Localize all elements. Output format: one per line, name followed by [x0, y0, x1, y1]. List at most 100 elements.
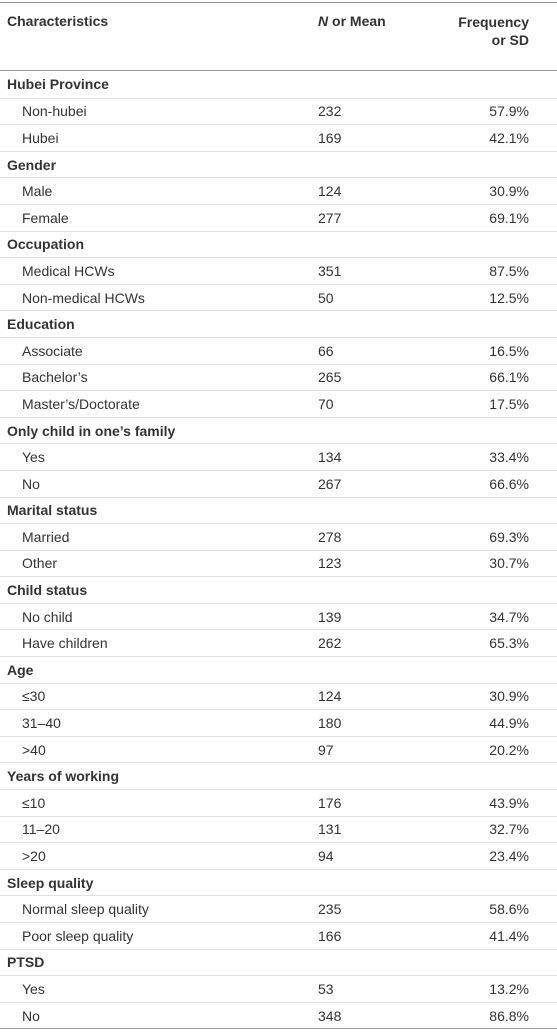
- section-row: Occupation: [0, 230, 557, 258]
- section-row: Education: [0, 310, 557, 337]
- row-n: 134: [318, 449, 342, 466]
- data-row: >20 94 23.4%: [0, 842, 557, 869]
- data-row: 11–20 131 32.7%: [0, 815, 557, 843]
- section-title: Child status: [7, 582, 88, 599]
- section-title: Only child in one’s family: [7, 422, 176, 439]
- data-row: Associate 66 16.5%: [0, 336, 557, 364]
- row-label: No: [22, 1007, 40, 1024]
- data-row: Have children 262 65.3%: [0, 629, 557, 656]
- data-row: Master’s/Doctorate 70 17.5%: [0, 390, 557, 417]
- table-header: Characteristics N or Mean Frequency or S…: [0, 3, 557, 71]
- row-frequency: 66.1%: [489, 369, 529, 386]
- data-row: ≤30 124 30.9%: [0, 682, 557, 710]
- table-body: Hubei Province Non-hubei 232 57.9% Hubei 169 4…: [0, 71, 557, 1028]
- row-frequency: 20.2%: [489, 741, 529, 758]
- row-frequency: 23.4%: [489, 848, 529, 865]
- section-title: Years of working: [7, 768, 120, 785]
- data-row: Non-medical HCWs 50 12.5%: [0, 283, 557, 311]
- section-row: Age: [0, 656, 557, 683]
- row-label: Yes: [22, 980, 45, 997]
- header-cell: Frequency or SD: [458, 14, 529, 48]
- section-row: Marital status: [0, 496, 557, 524]
- data-row: 31–40 180 44.9%: [0, 709, 557, 736]
- row-label: Associate: [22, 342, 83, 359]
- row-label: >20: [22, 848, 46, 865]
- row-n: 235: [318, 901, 342, 918]
- data-row: Yes 53 13.2%: [0, 975, 557, 1002]
- row-frequency: 65.3%: [489, 635, 529, 652]
- data-row: Non-hubei 232 57.9%: [0, 97, 557, 125]
- row-label: Married: [22, 528, 70, 545]
- data-row: Married 278 69.3%: [0, 523, 557, 550]
- row-n: 124: [318, 183, 342, 200]
- row-n: 232: [318, 103, 342, 120]
- row-label: Normal sleep quality: [22, 901, 149, 918]
- row-label: No child: [22, 608, 73, 625]
- row-n: 94: [318, 848, 334, 865]
- row-n: 278: [318, 528, 342, 545]
- row-n: 176: [318, 794, 342, 811]
- row-frequency: 69.1%: [489, 209, 529, 226]
- data-row: Hubei 169 42.1%: [0, 124, 557, 151]
- row-frequency: 17.5%: [489, 395, 529, 412]
- section-title: Education: [7, 316, 75, 333]
- row-label: Yes: [22, 449, 45, 466]
- section-row: Only child in one’s family: [0, 416, 557, 444]
- row-frequency: 58.6%: [489, 901, 529, 918]
- header-italic: N: [318, 13, 329, 29]
- row-frequency: 41.4%: [489, 927, 529, 944]
- data-row: ≤10 176 43.9%: [0, 789, 557, 816]
- data-row: Female 277 69.1%: [0, 203, 557, 231]
- data-row: Male 124 30.9%: [0, 177, 557, 204]
- row-label: Female: [22, 209, 69, 226]
- row-frequency: 69.3%: [489, 528, 529, 545]
- row-frequency: 32.7%: [489, 821, 529, 838]
- row-frequency: 44.9%: [489, 715, 529, 732]
- row-label: Other: [22, 555, 58, 572]
- row-label: Medical HCWs: [22, 262, 115, 279]
- row-frequency: 86.8%: [489, 1007, 529, 1024]
- row-frequency: 34.7%: [489, 608, 529, 625]
- row-label: No: [22, 475, 40, 492]
- row-n: 66: [318, 342, 334, 359]
- row-frequency: 16.5%: [489, 342, 529, 359]
- section-title: Hubei Province: [7, 76, 109, 93]
- row-label: >40: [22, 741, 46, 758]
- row-n: 277: [318, 209, 342, 226]
- row-frequency: 43.9%: [489, 794, 529, 811]
- row-n: 351: [318, 262, 342, 279]
- section-row: Child status: [0, 576, 557, 603]
- row-n: 166: [318, 927, 342, 944]
- data-row: Normal sleep quality 235 58.6%: [0, 895, 557, 922]
- row-frequency: 33.4%: [489, 449, 529, 466]
- row-n: 180: [318, 715, 342, 732]
- data-row: Yes 134 33.4%: [0, 443, 557, 470]
- row-label: Male: [22, 183, 53, 200]
- section-title: Age: [7, 661, 34, 678]
- row-frequency: 42.1%: [489, 129, 529, 146]
- row-label: Non-hubei: [22, 103, 87, 120]
- section-row: Gender: [0, 150, 557, 178]
- row-label: Poor sleep quality: [22, 927, 134, 944]
- row-n: 131: [318, 821, 342, 838]
- row-label: Have children: [22, 635, 108, 652]
- row-label: Hubei: [22, 129, 59, 146]
- row-n: 262: [318, 635, 342, 652]
- row-frequency: 30.9%: [489, 183, 529, 200]
- row-label: ≤10: [22, 794, 46, 811]
- row-n: 50: [318, 289, 334, 306]
- section-title: Sleep quality: [7, 874, 94, 891]
- row-n: 348: [318, 1007, 342, 1024]
- row-label: 11–20: [22, 821, 60, 838]
- row-label: Master’s/Doctorate: [22, 395, 140, 412]
- data-row: Bachelor’s 265 66.1%: [0, 363, 557, 391]
- section-row: Sleep quality: [0, 868, 557, 896]
- data-row: No 267 66.6%: [0, 469, 557, 497]
- header-cell: N or Mean: [318, 13, 386, 29]
- row-label: Non-medical HCWs: [22, 289, 145, 306]
- data-row: Medical HCWs 351 87.5%: [0, 257, 557, 284]
- header-cell: Characteristics: [7, 13, 109, 29]
- row-label: 31–40: [22, 715, 61, 732]
